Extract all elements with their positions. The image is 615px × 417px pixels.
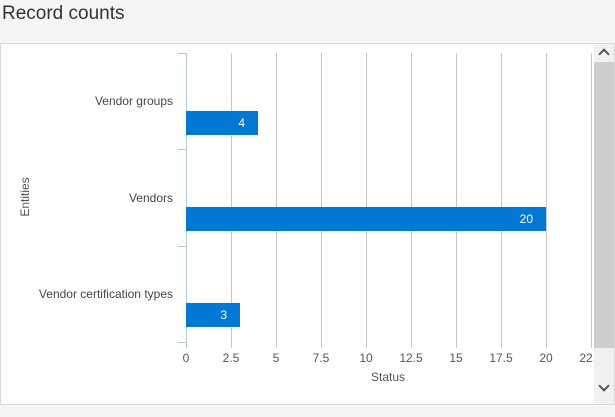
bar-value-label: 3 [220,308,227,322]
x-tick-label: 15 [449,351,463,365]
gridline [501,53,502,348]
scroll-up-button[interactable] [594,44,614,62]
gridline [276,53,277,348]
gridline [231,53,232,348]
gridline [366,53,367,348]
bar[interactable]: 4 [186,111,258,135]
y-axis-line [186,53,187,348]
category-label: Vendors [128,191,173,205]
bar-value-label: 4 [238,116,245,130]
scroll-down-button[interactable] [594,380,614,398]
x-tick-label: 7.5 [312,351,330,365]
bar-chart: Entities Status 0 2.5 5 7.5 10 12.5 15 17.5 20 22… [1,44,614,404]
y-axis-title: Entities [18,177,32,217]
axis-tick [178,53,186,54]
chart-panel: Entities Status 0 2.5 5 7.5 10 12.5 15 17.5 20 22… [0,43,615,405]
category-label: Vendor certification types [38,287,173,301]
x-tick-label: 17.5 [489,351,513,365]
x-tick-label: 10 [359,351,373,365]
axis-tick [178,149,186,150]
bar-value-label: 20 [519,212,533,226]
x-axis-title: Status [370,370,406,384]
axis-tick [178,342,186,343]
scrollbar-thumb[interactable] [594,62,614,348]
gridline [456,53,457,348]
chevron-up-icon [598,48,610,60]
x-tick-label: 5 [272,351,280,365]
gridline [546,53,547,348]
x-tick-label: 2.5 [222,351,240,365]
gridline [591,53,592,348]
bar[interactable]: 20 [186,207,546,231]
axis-tick [178,246,186,247]
gridline [321,53,322,348]
page-title: Record counts [2,3,125,24]
x-tick-label: 20 [539,351,553,365]
x-tick-label: 12.5 [399,351,423,365]
gridline [411,53,412,348]
x-tick-label: 0 [182,351,190,365]
bar[interactable]: 3 [186,303,240,327]
category-label: Vendor groups [94,94,173,108]
vertical-scrollbar[interactable] [594,44,614,404]
chevron-down-icon [598,380,610,392]
